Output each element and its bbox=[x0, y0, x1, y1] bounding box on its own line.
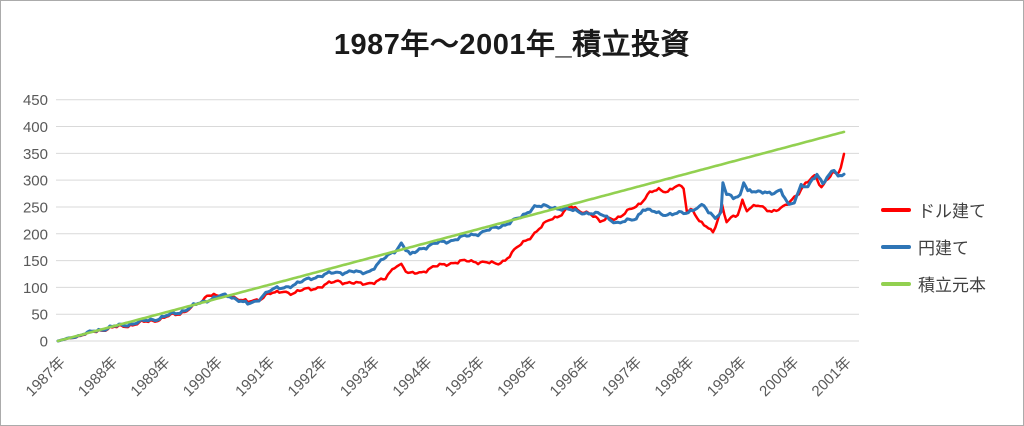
series-line-yen bbox=[56, 169, 846, 343]
y-tick-label: 100 bbox=[23, 280, 48, 297]
x-tick-label: 1995年 bbox=[442, 354, 488, 400]
legend: ドル建て円建て積立元本 bbox=[881, 198, 986, 309]
x-tick-label: 1992年 bbox=[285, 354, 331, 400]
legend-item-yen: 円建て bbox=[881, 235, 986, 258]
y-tick-label: 150 bbox=[23, 253, 48, 270]
x-tick-label: 1991年 bbox=[232, 354, 278, 400]
x-tick-label: 2001年 bbox=[809, 354, 855, 400]
y-tick-label: 50 bbox=[31, 307, 48, 324]
legend-item-dollar: ドル建て bbox=[881, 198, 986, 221]
y-tick-label: 0 bbox=[40, 334, 48, 351]
legend-swatch-dollar bbox=[881, 207, 911, 212]
y-tick-label: 300 bbox=[23, 173, 48, 190]
x-tick-label: 1999年 bbox=[704, 354, 750, 400]
legend-swatch-yen bbox=[881, 244, 911, 249]
x-tick-label: 1993年 bbox=[337, 354, 383, 400]
y-tick-label: 350 bbox=[23, 146, 48, 163]
y-tick-label: 400 bbox=[23, 119, 48, 136]
y-tick-label: 200 bbox=[23, 226, 48, 243]
x-tick-label: 1994年 bbox=[389, 354, 435, 400]
x-tick-label: 1989年 bbox=[127, 354, 173, 400]
x-tick-label: 1990年 bbox=[180, 354, 226, 400]
x-tick-label: 1988年 bbox=[75, 354, 121, 400]
x-tick-label: 1996年 bbox=[547, 354, 593, 400]
x-tick-label: 1987年 bbox=[23, 354, 69, 400]
y-tick-label: 250 bbox=[23, 199, 48, 216]
x-tick-label: 2000年 bbox=[756, 354, 802, 400]
legend-label-principal: 積立元本 bbox=[918, 276, 986, 295]
legend-label-yen: 円建て bbox=[918, 239, 969, 258]
x-tick-label: 1997年 bbox=[599, 354, 645, 400]
x-tick-label: 1996年 bbox=[494, 354, 540, 400]
y-tick-label: 450 bbox=[23, 92, 48, 109]
legend-item-principal: 積立元本 bbox=[881, 272, 986, 295]
series-line-principal bbox=[56, 130, 846, 343]
x-tick-label: 1998年 bbox=[651, 354, 697, 400]
chart-title: 1987年～2001年_積立投資 bbox=[333, 29, 691, 61]
legend-label-dollar: ドル建て bbox=[918, 202, 986, 221]
legend-swatch-principal bbox=[881, 281, 911, 286]
